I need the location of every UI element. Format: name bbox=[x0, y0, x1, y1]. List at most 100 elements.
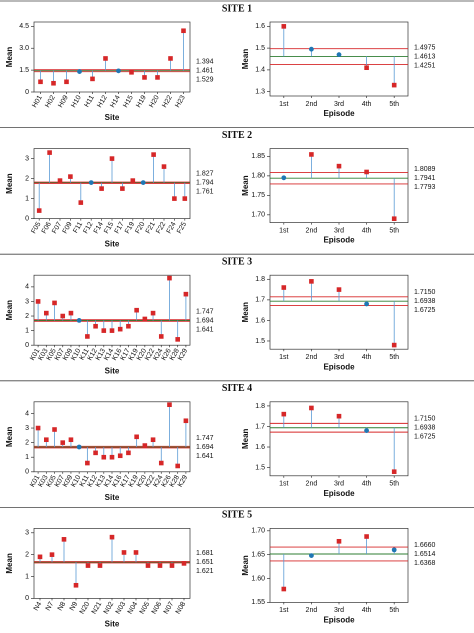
limit-label: 1.4613 bbox=[414, 53, 436, 60]
x-tick-label: 1st bbox=[279, 101, 288, 108]
section-title: SITE 2 bbox=[222, 130, 252, 141]
point bbox=[97, 563, 103, 568]
y-tick-label: 1.6 bbox=[255, 444, 265, 451]
point bbox=[182, 196, 188, 201]
x-tick-label: H19 bbox=[135, 94, 148, 109]
y-tick-label: 1 bbox=[25, 573, 29, 580]
x-tick-label: H01 bbox=[31, 94, 44, 109]
x-tick-label: N7 bbox=[45, 601, 56, 612]
point bbox=[391, 547, 397, 553]
x-tick-label: F20 bbox=[134, 221, 146, 235]
point bbox=[134, 434, 139, 440]
limit-label: 1.8089 bbox=[414, 166, 436, 173]
limit-label: 1.747 bbox=[196, 308, 214, 315]
point bbox=[281, 411, 287, 417]
point bbox=[281, 175, 287, 181]
y-tick-label: 1.80 bbox=[251, 173, 265, 180]
point bbox=[117, 326, 123, 332]
point bbox=[35, 425, 41, 431]
point bbox=[336, 52, 342, 58]
point bbox=[126, 323, 131, 329]
y-tick-label: 2 bbox=[25, 313, 29, 320]
limit-label: 1.621 bbox=[196, 568, 214, 575]
point bbox=[61, 537, 67, 542]
y-tick-label: 1 bbox=[25, 454, 29, 461]
x-tick-label: N21 bbox=[91, 601, 104, 616]
x-tick-label: F17 bbox=[114, 221, 126, 235]
point bbox=[103, 56, 108, 61]
point bbox=[88, 180, 94, 186]
point bbox=[364, 301, 369, 307]
x-axis-label: Episode bbox=[323, 362, 355, 371]
point bbox=[85, 334, 90, 339]
x-tick-label: 3rd bbox=[334, 481, 344, 488]
point bbox=[93, 323, 98, 329]
x-tick-label: K29 bbox=[177, 474, 189, 488]
limit-label: 1.529 bbox=[196, 77, 214, 84]
y-tick-label: 0 bbox=[25, 342, 29, 349]
point bbox=[175, 463, 180, 469]
point bbox=[364, 169, 369, 175]
point bbox=[52, 427, 57, 432]
point bbox=[168, 56, 173, 61]
point bbox=[309, 152, 314, 157]
x-axis-label: Episode bbox=[323, 616, 355, 625]
y-tick-label: 1.55 bbox=[251, 599, 265, 606]
point bbox=[68, 174, 73, 179]
x-tick-label: F21 bbox=[145, 221, 157, 235]
plot-frame bbox=[33, 401, 191, 473]
point bbox=[336, 287, 342, 292]
x-tick-label: F15 bbox=[103, 221, 115, 235]
x-tick-label: 3rd bbox=[334, 227, 344, 234]
y-tick-label: 1.3 bbox=[255, 88, 265, 95]
y-axis-label: Mean bbox=[5, 47, 14, 68]
x-tick-label: F19 bbox=[124, 221, 136, 235]
y-axis-label: Mean bbox=[241, 555, 250, 576]
x-tick-label: F14 bbox=[93, 221, 105, 235]
point bbox=[117, 453, 123, 459]
x-tick-label: 5th bbox=[389, 607, 399, 614]
y-tick-label: 0 bbox=[25, 215, 29, 222]
point bbox=[309, 279, 314, 284]
point bbox=[142, 75, 147, 80]
x-tick-label: N05 bbox=[139, 601, 152, 616]
point bbox=[126, 450, 131, 456]
limit-label: 1.4251 bbox=[414, 62, 436, 69]
x-tick-label: H20 bbox=[148, 94, 161, 109]
y-tick-label: 1.6 bbox=[255, 23, 265, 30]
y-tick-label: 3 bbox=[25, 298, 29, 305]
point bbox=[44, 437, 49, 443]
x-tick-label: 5th bbox=[389, 101, 399, 108]
y-axis-label: Mean bbox=[241, 428, 250, 449]
x-tick-label: 2nd bbox=[306, 607, 318, 614]
point bbox=[47, 150, 52, 155]
x-tick-label: N08 bbox=[175, 601, 188, 616]
limit-label: 1.6514 bbox=[414, 551, 436, 558]
x-tick-label: 5th bbox=[389, 227, 399, 234]
y-tick-label: 3 bbox=[25, 530, 29, 537]
point bbox=[101, 454, 107, 460]
plot-frame bbox=[269, 274, 409, 350]
section-title: SITE 3 bbox=[222, 256, 252, 267]
x-tick-label: 1st bbox=[279, 354, 288, 361]
point bbox=[130, 178, 136, 183]
point bbox=[172, 196, 177, 201]
point bbox=[51, 80, 56, 86]
point bbox=[167, 275, 172, 281]
y-tick-label: 3.0 bbox=[19, 45, 29, 52]
section-title: SITE 1 bbox=[222, 3, 252, 14]
point bbox=[281, 24, 287, 29]
point bbox=[99, 186, 104, 191]
limit-label: 1.6938 bbox=[414, 298, 436, 305]
point bbox=[37, 554, 43, 560]
point bbox=[391, 469, 397, 474]
section-title: SITE 5 bbox=[222, 510, 252, 521]
x-tick-label: H02 bbox=[44, 94, 57, 109]
y-tick-label: 1.6 bbox=[255, 317, 265, 324]
x-tick-label: H11 bbox=[84, 94, 96, 108]
point bbox=[73, 582, 79, 588]
limit-label: 1.694 bbox=[196, 317, 214, 324]
point bbox=[281, 586, 287, 592]
y-tick-label: 2 bbox=[25, 175, 29, 182]
point bbox=[309, 46, 314, 52]
